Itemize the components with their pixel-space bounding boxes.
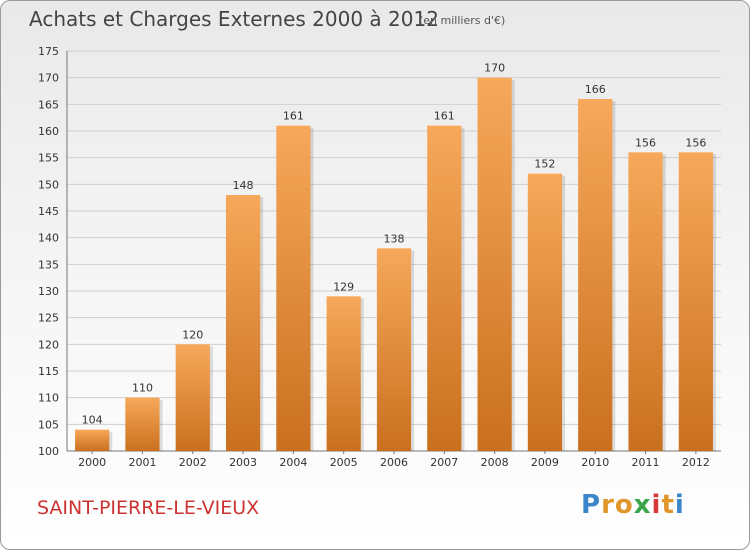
data-labels: 104 110 120 148 161 129 138 161 170 152 166 156 156 [82, 62, 707, 427]
x-tick-label: 2006 [380, 456, 408, 469]
y-tick-label: 145 [38, 205, 59, 218]
bar-2012 [678, 152, 713, 452]
data-label-2011: 156 [635, 136, 656, 149]
bar-2009 [527, 173, 563, 451]
data-label-2010: 166 [585, 83, 606, 96]
data-label-2006: 138 [384, 232, 405, 245]
bar-2001 [125, 397, 160, 451]
proxiti-logo[interactable]: Proxiti [581, 490, 685, 520]
x-tick-label: 2001 [128, 456, 156, 469]
data-label-2001: 110 [132, 382, 153, 395]
y-tick-label: 135 [38, 258, 59, 271]
bar-2011 [628, 152, 663, 452]
bar-2007 [427, 125, 462, 452]
x-tick-label: 2010 [581, 456, 609, 469]
logo-letter: o [614, 490, 634, 520]
bar-2006 [376, 248, 412, 451]
y-tick-label: 115 [38, 365, 59, 378]
y-tick-label: 155 [38, 152, 59, 165]
logo-letter: i [651, 490, 662, 520]
data-label-2002: 120 [182, 328, 203, 341]
y-tick-label: 165 [38, 98, 59, 111]
x-tick-label: 2012 [682, 456, 710, 469]
y-tick-label: 110 [38, 392, 59, 405]
y-tick-label: 170 [38, 72, 59, 85]
logo-letter: r [601, 490, 615, 520]
chart-title: Achats et Charges Externes 2000 à 2012 [29, 7, 439, 31]
data-label-2012: 156 [685, 136, 706, 149]
bar-2004 [276, 125, 311, 452]
y-tick-label: 105 [38, 418, 59, 431]
bar-2003 [225, 195, 261, 451]
y-tick-label: 120 [38, 338, 59, 351]
y-tick-label: 140 [38, 232, 59, 245]
x-tick-label: 2003 [229, 456, 257, 469]
data-label-2009: 152 [534, 158, 555, 171]
y-tick-label: 100 [38, 445, 59, 458]
data-label-2007: 161 [434, 110, 455, 123]
x-tick-label: 2009 [531, 456, 559, 469]
x-tick-label: 2008 [481, 456, 509, 469]
chart-subtitle: (en milliers d'€) [419, 14, 506, 27]
x-tick-label: 2000 [78, 456, 106, 469]
x-tick-label: 2004 [279, 456, 307, 469]
bar-2008 [477, 77, 512, 452]
data-label-2004: 161 [283, 110, 304, 123]
x-tick-label: 2005 [330, 456, 358, 469]
y-tick-label: 160 [38, 125, 59, 138]
logo-letter: t [661, 490, 675, 520]
bar-2005 [326, 296, 361, 451]
axes: 100 105 110 115 120 125 130 135 140 145 150 155 160 1… [38, 45, 721, 469]
y-tick-label: 150 [38, 178, 59, 191]
x-tick-label: 2011 [632, 456, 660, 469]
x-tick-label: 2007 [430, 456, 458, 469]
x-tick-label: 2002 [179, 456, 207, 469]
bar-2010 [578, 99, 613, 451]
data-label-2005: 129 [333, 280, 354, 293]
bar-2002 [175, 344, 210, 451]
data-label-2000: 104 [82, 414, 103, 427]
logo-letter: P [581, 490, 602, 520]
y-tick-label: 130 [38, 285, 59, 298]
logo-letter: x [633, 490, 652, 520]
logo-letter: i [674, 490, 685, 520]
bar-2000 [75, 429, 110, 451]
commune-name: SAINT-PIERRE-LE-VIEUX [37, 497, 260, 519]
y-tick-label: 175 [38, 45, 59, 58]
data-label-2003: 148 [233, 179, 254, 192]
bars [75, 77, 716, 452]
y-tick-label: 125 [38, 312, 59, 325]
data-label-2008: 170 [484, 62, 505, 75]
